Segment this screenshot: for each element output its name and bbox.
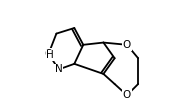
Text: H: H [46, 51, 54, 60]
Text: N: N [55, 64, 62, 74]
Text: O: O [123, 40, 131, 50]
Text: O: O [123, 90, 131, 100]
Text: O: O [44, 49, 53, 59]
